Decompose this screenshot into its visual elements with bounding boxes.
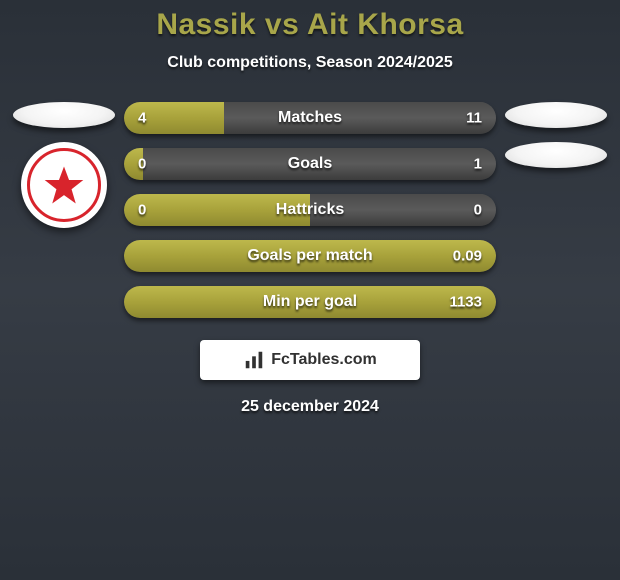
stat-label: Goals <box>288 155 332 173</box>
player-photo-placeholder-right-1 <box>505 102 607 128</box>
footer-date: 25 december 2024 <box>0 398 620 416</box>
brand-box: FcTables.com <box>200 340 420 380</box>
stat-bar-row: Goals per match 0.09 <box>124 240 496 272</box>
stat-bar-row: 0 Hattricks 0 <box>124 194 496 226</box>
player-photo-placeholder-right-2 <box>505 142 607 168</box>
page-subtitle: Club competitions, Season 2024/2025 <box>0 54 620 72</box>
stat-right-value: 0 <box>474 202 482 219</box>
right-player-column <box>500 102 620 168</box>
stat-label: Goals per match <box>247 247 372 265</box>
stat-bar-row: Min per goal 1133 <box>124 286 496 318</box>
comparison-layout: 4 Matches 11 0 Goals 1 0 Hattricks 0 Goals per ma… <box>0 102 620 318</box>
stat-label: Matches <box>278 109 342 127</box>
stat-left-value: 0 <box>138 156 146 173</box>
stat-left-value: 0 <box>138 202 146 219</box>
stat-bar-row: 0 Goals 1 <box>124 148 496 180</box>
stat-right-value: 1 <box>474 156 482 173</box>
club-logo-ring <box>27 148 101 222</box>
stat-right-value: 0.09 <box>453 248 482 265</box>
main-content: Nassik vs Ait Khorsa Club competitions, … <box>0 0 620 416</box>
stat-bars: 4 Matches 11 0 Goals 1 0 Hattricks 0 Goals per ma… <box>120 102 500 318</box>
club-logo-left <box>21 142 107 228</box>
brand-text: FcTables.com <box>271 351 377 369</box>
stat-left-value: 4 <box>138 110 146 127</box>
page-title: Nassik vs Ait Khorsa <box>0 8 620 42</box>
stat-right-value: 11 <box>466 110 482 127</box>
stat-bar-row: 4 Matches 11 <box>124 102 496 134</box>
player-photo-placeholder-left <box>13 102 115 128</box>
star-icon <box>43 164 85 206</box>
bar-chart-icon <box>243 349 265 371</box>
stat-label: Hattricks <box>276 201 344 219</box>
stat-right-value: 1133 <box>449 294 482 311</box>
stat-label: Min per goal <box>263 293 357 311</box>
left-player-column <box>0 102 120 228</box>
